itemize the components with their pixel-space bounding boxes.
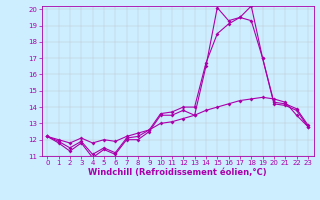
X-axis label: Windchill (Refroidissement éolien,°C): Windchill (Refroidissement éolien,°C)	[88, 168, 267, 177]
